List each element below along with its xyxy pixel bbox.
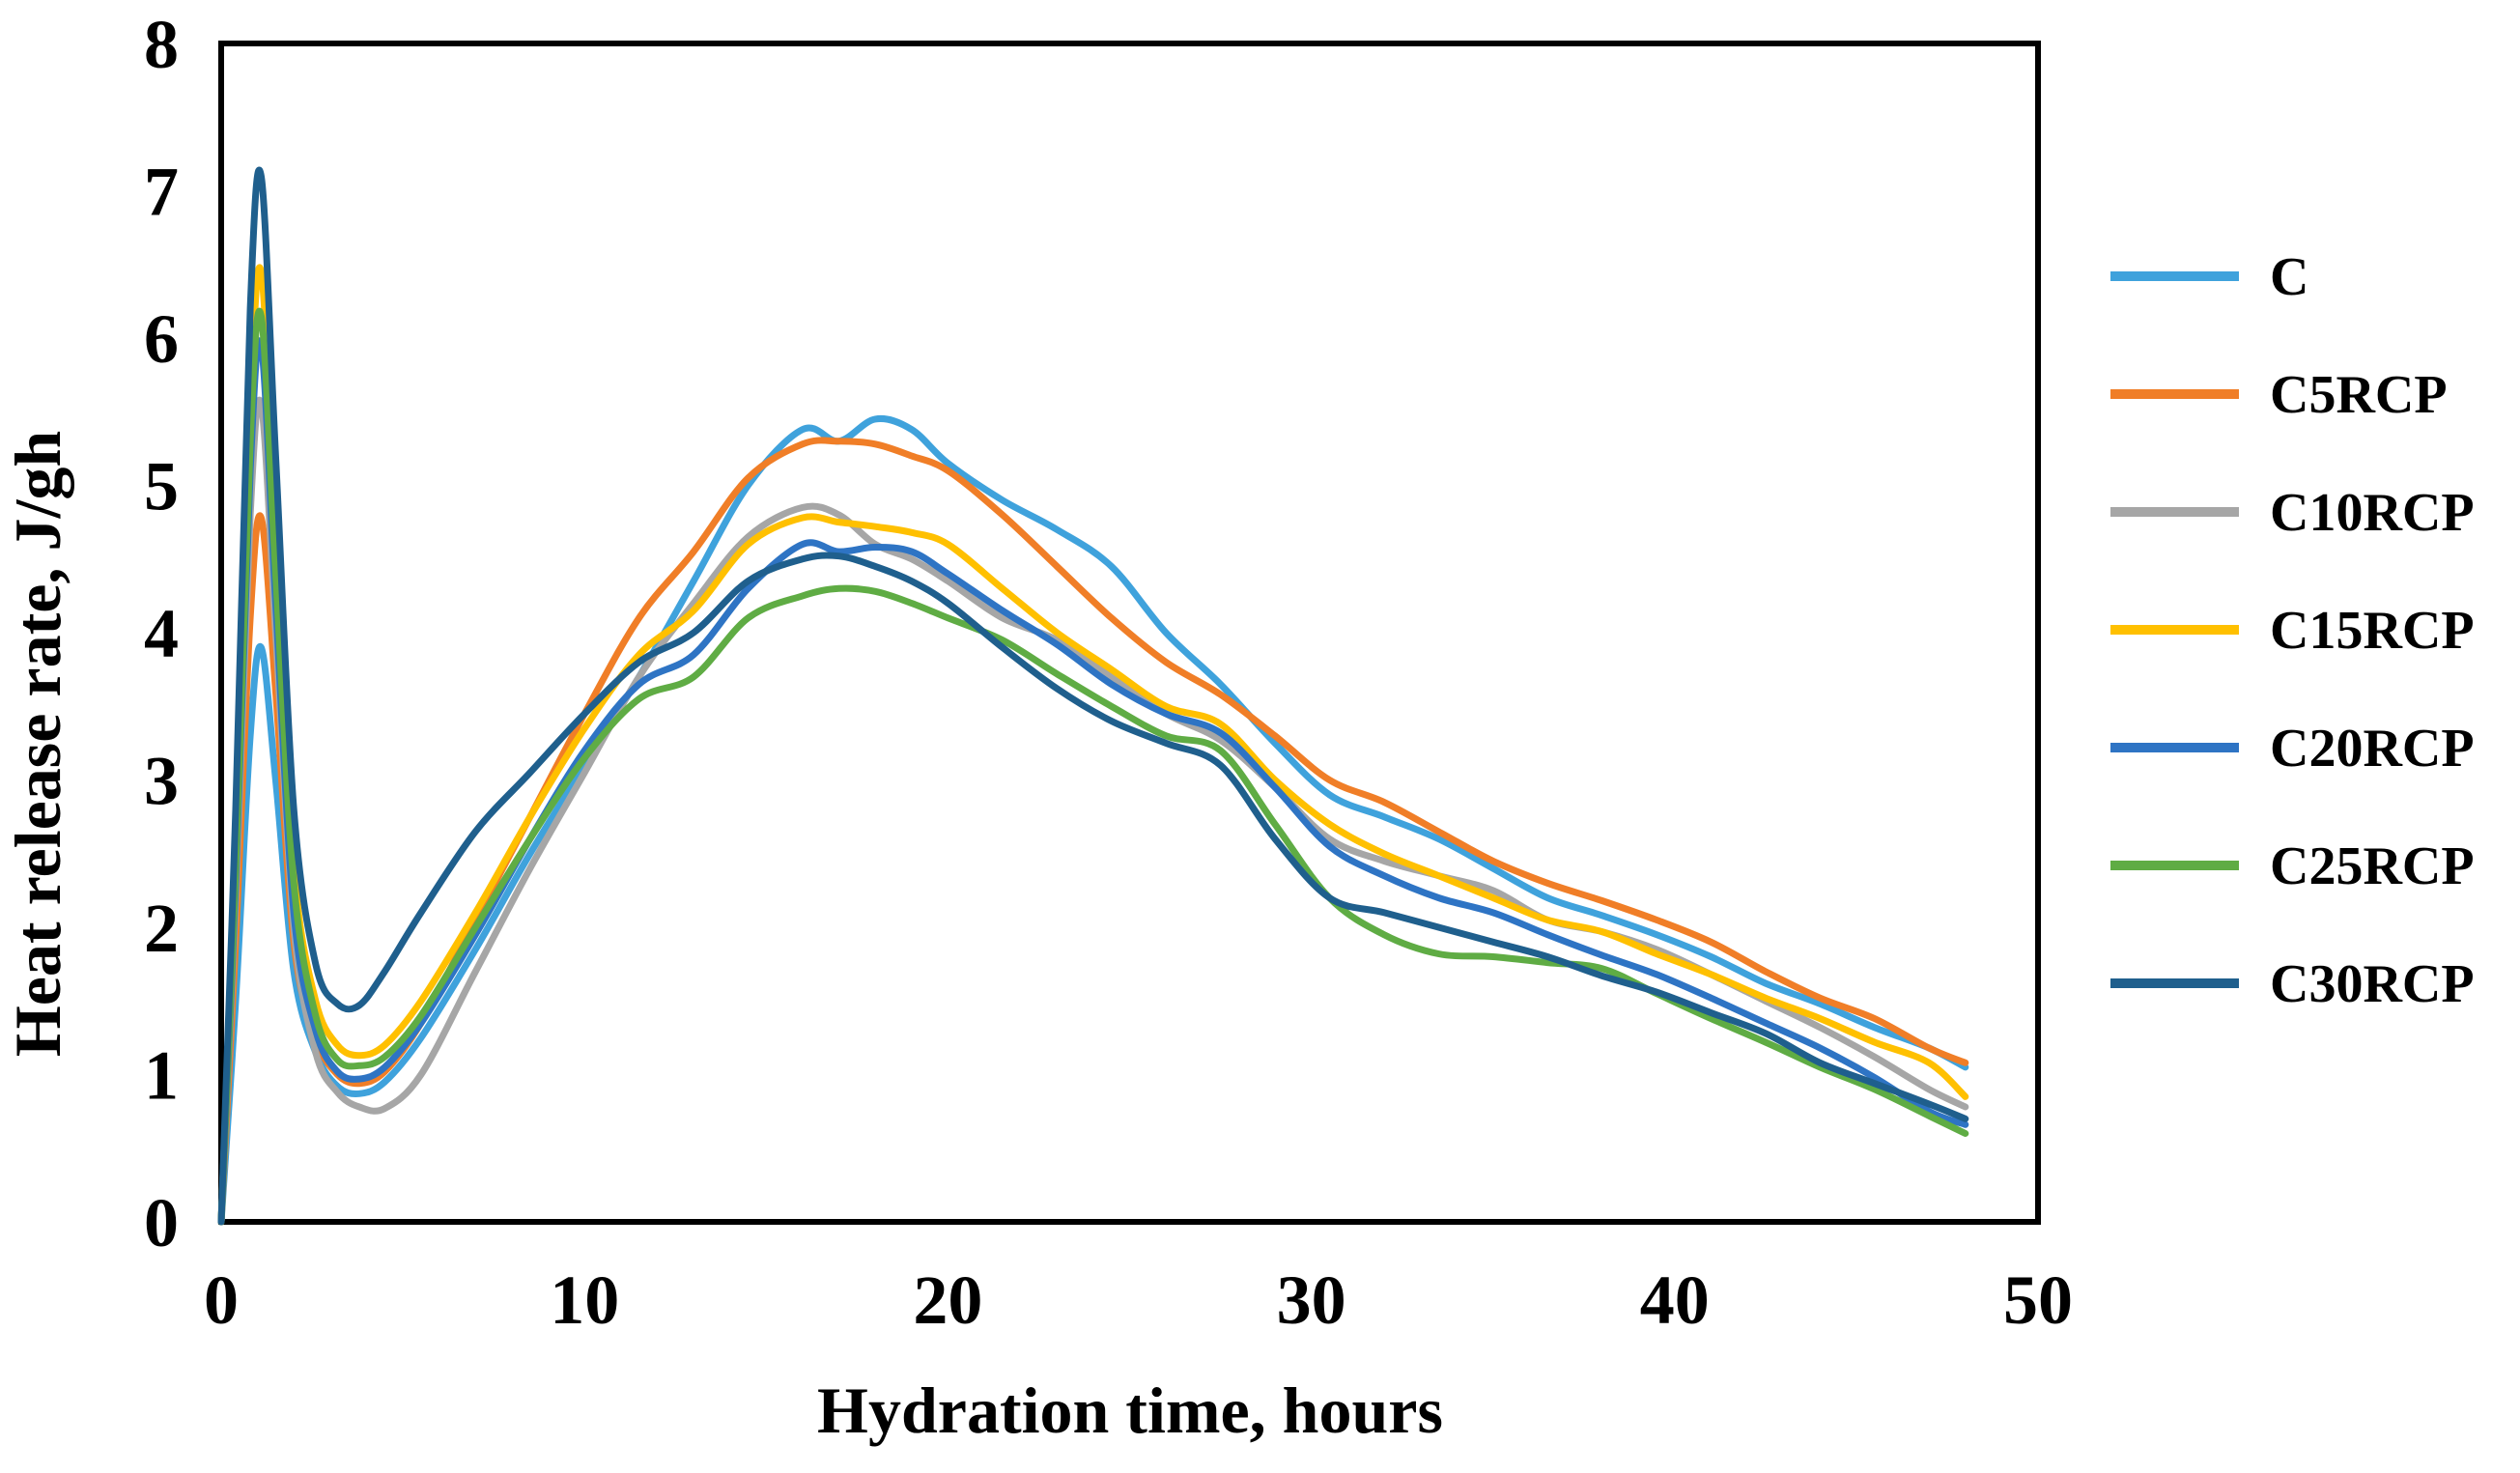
legend-item-C5RCP: C5RCP bbox=[2110, 365, 2448, 425]
x-tick-label-50: 50 bbox=[2003, 1261, 2073, 1339]
legend-item-C: C bbox=[2110, 247, 2308, 307]
series-line-C20RCP bbox=[217, 337, 1969, 1226]
legend-label-C5RCP: C5RCP bbox=[2270, 365, 2448, 425]
series-line-C15RCP bbox=[217, 264, 1969, 1226]
series-line-C30RCP bbox=[217, 166, 1969, 1226]
y-tick-label-0: 0 bbox=[144, 1184, 179, 1261]
y-tick-label-1: 1 bbox=[144, 1037, 179, 1115]
legend-label-C20RCP: C20RCP bbox=[2270, 719, 2475, 779]
series-lines bbox=[217, 166, 1969, 1226]
y-tick-label-6: 6 bbox=[144, 300, 179, 378]
y-tick-label-8: 8 bbox=[144, 6, 179, 83]
y-tick-label-5: 5 bbox=[144, 448, 179, 525]
x-axis-title: Hydration time, hours bbox=[817, 1374, 1443, 1447]
series-line-C5RCP bbox=[217, 437, 1969, 1226]
plot-border-rect bbox=[218, 41, 2041, 1225]
legend-label-C25RCP: C25RCP bbox=[2270, 836, 2475, 896]
x-tick-label-30: 30 bbox=[1277, 1261, 1346, 1339]
series-line-C25RCP bbox=[217, 307, 1969, 1226]
legend-label-C10RCP: C10RCP bbox=[2270, 483, 2475, 543]
plot-border bbox=[218, 41, 2041, 1225]
y-tick-label-7: 7 bbox=[144, 154, 179, 231]
legend-item-C10RCP: C10RCP bbox=[2110, 483, 2475, 543]
x-tick-label-20: 20 bbox=[913, 1261, 982, 1339]
legend-label-C30RCP: C30RCP bbox=[2270, 954, 2475, 1014]
legend-item-C20RCP: C20RCP bbox=[2110, 719, 2475, 779]
x-tick-label-0: 0 bbox=[204, 1261, 239, 1339]
legend-item-C25RCP: C25RCP bbox=[2110, 836, 2475, 896]
legend-item-C15RCP: C15RCP bbox=[2110, 601, 2475, 661]
legend: C C5RCP C10RCP C15RCP C20RCP C25RCP C30RCP bbox=[2110, 247, 2475, 1014]
y-tick-label-4: 4 bbox=[144, 595, 179, 672]
y-tick-label-3: 3 bbox=[144, 743, 179, 820]
y-axis-ticks: 0 1 2 3 4 5 6 7 8 bbox=[144, 6, 179, 1261]
legend-label-C: C bbox=[2270, 247, 2308, 307]
series-line-C10RCP bbox=[217, 396, 1969, 1226]
x-tick-label-40: 40 bbox=[1640, 1261, 1710, 1339]
x-tick-label-10: 10 bbox=[550, 1261, 619, 1339]
x-axis-ticks: 0 10 20 30 40 50 bbox=[204, 1261, 2073, 1339]
legend-label-C15RCP: C15RCP bbox=[2270, 601, 2475, 661]
y-axis-title: Heat release rate, J/gh bbox=[1, 431, 74, 1057]
legend-item-C30RCP: C30RCP bbox=[2110, 954, 2475, 1014]
y-tick-label-2: 2 bbox=[144, 890, 179, 967]
